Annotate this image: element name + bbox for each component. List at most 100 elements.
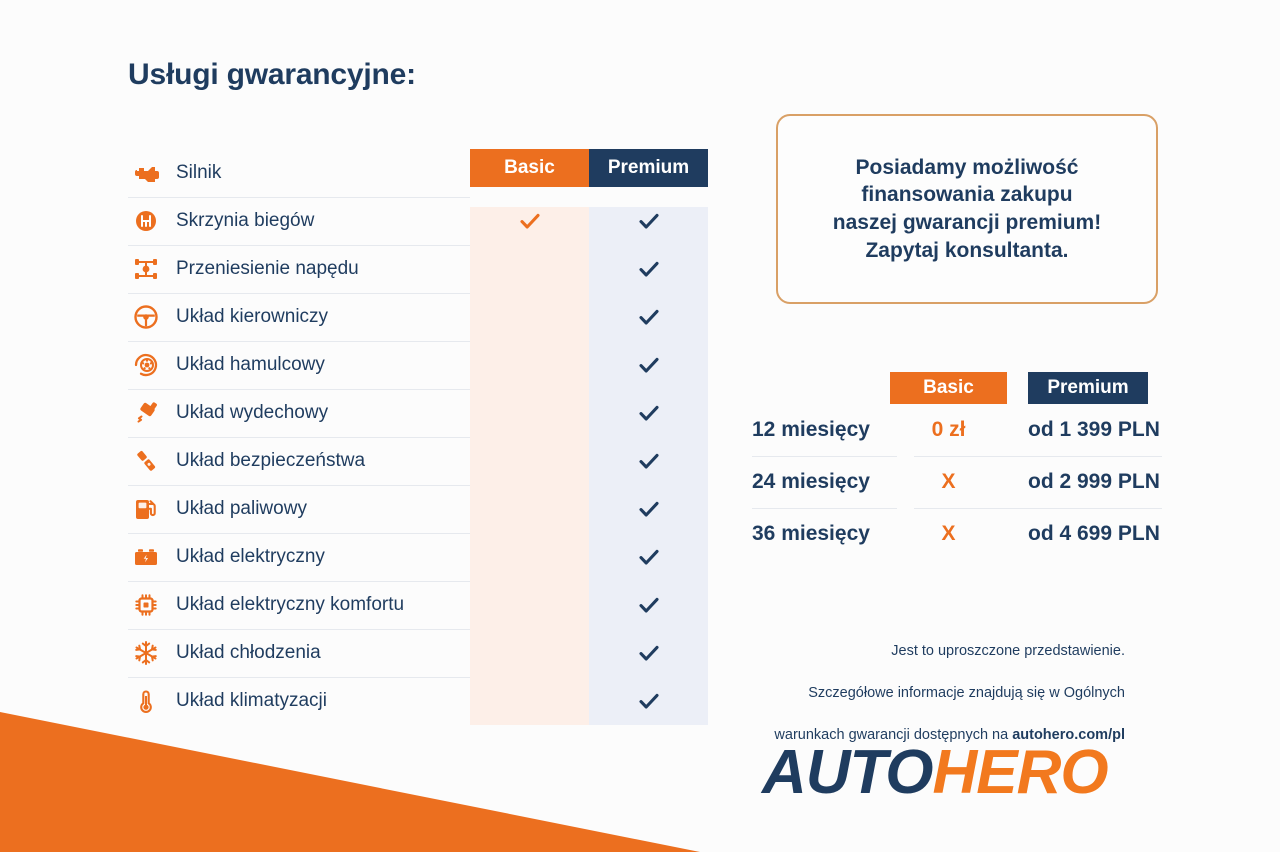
table-row: Układ elektryczny komfortu: [128, 581, 712, 629]
snowflake-icon: [130, 637, 162, 669]
pricing-premium-value: od 2 999 PLN: [1028, 470, 1160, 493]
check-icon: [638, 693, 659, 709]
premium-cell: [589, 581, 708, 629]
service-label: Układ kierowniczy: [176, 306, 329, 327]
basic-cell: [470, 629, 589, 677]
autohero-domain-link[interactable]: autohero.com/pl: [1012, 727, 1125, 744]
services-row-list: Silnik Skrzynia biegów Przeniesienie nap…: [128, 149, 712, 725]
pricing-basic-value: 0 zł: [931, 418, 966, 441]
premium-cell: [589, 389, 708, 437]
pricing-column-header-basic: Basic: [890, 372, 1007, 404]
pricing-term-label: 36 miesięcy: [752, 522, 870, 545]
check-icon: [638, 549, 659, 565]
service-label: Układ paliwowy: [176, 498, 307, 519]
pricing-term-label: 24 miesięcy: [752, 470, 870, 493]
premium-cell: [589, 533, 708, 581]
premium-cell: [589, 485, 708, 533]
pricing-column-header-premium: Premium: [1028, 372, 1148, 404]
pricing-premium-value: od 1 399 PLN: [1028, 418, 1160, 441]
table-row: Układ hamulcowy: [128, 341, 712, 389]
service-label: Przeniesienie napędu: [176, 258, 359, 279]
page-title: Usługi gwarancyjne:: [128, 58, 416, 91]
table-row: Układ wydechowy: [128, 389, 712, 437]
seatbelt-icon: [130, 445, 162, 477]
basic-cell: [470, 677, 589, 725]
basic-cell: [470, 437, 589, 485]
orange-wedge-decoration: [0, 712, 700, 852]
brake-disc-icon: [130, 349, 162, 381]
premium-cell: [589, 437, 708, 485]
premium-cell: [589, 677, 708, 725]
disclaimer-line-2: Szczegółowe informacje znajdują się w Og…: [808, 685, 1125, 702]
table-row: Układ klimatyzacji: [128, 677, 712, 725]
check-icon: [638, 645, 659, 661]
service-label: Układ hamulcowy: [176, 354, 325, 375]
basic-cell: [470, 197, 589, 245]
check-icon: [519, 213, 540, 229]
disclaimer-line-1: Jest to uproszczone przedstawienie.: [891, 643, 1125, 660]
pricing-table: Basic Premium 12 miesięcy 0 zł od 1 399 PL…: [752, 372, 1162, 560]
services-column-header-basic: Basic: [470, 149, 589, 187]
service-label: Układ klimatyzacji: [176, 690, 327, 711]
premium-cell: [589, 197, 708, 245]
basic-cell: [470, 581, 589, 629]
services-table: Basic Premium Silnik Skrzynia biegów Prz…: [128, 149, 712, 725]
check-icon: [638, 309, 659, 325]
check-icon: [638, 261, 659, 277]
financing-callout-text: Posiadamy możliwość finansowania zakupu …: [832, 155, 1102, 262]
service-label: Silnik: [176, 162, 222, 183]
pricing-header-row: Basic Premium: [752, 372, 1162, 404]
service-label: Układ elektryczny: [176, 546, 325, 567]
pricing-premium-value: od 4 699 PLN: [1028, 522, 1160, 545]
basic-column-band: [470, 207, 589, 725]
premium-cell: [589, 245, 708, 293]
check-icon: [638, 405, 659, 421]
basic-cell: [470, 389, 589, 437]
thermometer-icon: [130, 685, 162, 717]
service-label: Układ elektryczny komfortu: [176, 594, 405, 615]
check-icon: [638, 453, 659, 469]
table-row: Układ paliwowy: [128, 485, 712, 533]
pricing-row: 12 miesięcy 0 zł od 1 399 PLN: [752, 404, 1162, 456]
drivetrain-icon: [130, 253, 162, 285]
basic-cell: [470, 245, 589, 293]
logo-hero-text: HERO: [932, 738, 1109, 807]
financing-callout-box: Posiadamy możliwość finansowania zakupu …: [776, 114, 1158, 304]
service-label: Skrzynia biegów: [176, 210, 315, 231]
battery-icon: [130, 541, 162, 573]
basic-cell: [470, 485, 589, 533]
basic-cell: [470, 341, 589, 389]
table-row: Przeniesienie napędu: [128, 245, 712, 293]
premium-cell: [589, 629, 708, 677]
pricing-basic-value: X: [941, 470, 956, 493]
check-icon: [638, 597, 659, 613]
service-label: Układ chłodzenia: [176, 642, 321, 663]
fuel-pump-icon: [130, 493, 162, 525]
logo-auto-text: AUTO: [762, 738, 934, 807]
gearbox-icon: [130, 205, 162, 237]
table-row: Układ kierowniczy: [128, 293, 712, 341]
basic-cell: [470, 293, 589, 341]
pricing-basic-value: X: [941, 522, 956, 545]
service-label: Układ wydechowy: [176, 402, 329, 423]
service-label: Układ bezpieczeństwa: [176, 450, 366, 471]
basic-cell: [470, 533, 589, 581]
services-section: Usługi gwarancyjne: Basic Premium Silnik…: [128, 58, 712, 725]
table-row: Skrzynia biegów: [128, 197, 712, 245]
check-icon: [638, 357, 659, 373]
check-icon: [638, 213, 659, 229]
disclaimer-line-3-prefix: warunkach gwarancji dostępnych na: [774, 727, 1013, 744]
autohero-logo: AUTOHERO: [762, 742, 1109, 804]
engine-icon: [130, 157, 162, 189]
check-icon: [638, 501, 659, 517]
table-row: Układ chłodzenia: [128, 629, 712, 677]
services-column-header-premium: Premium: [589, 149, 708, 187]
premium-cell: [589, 341, 708, 389]
table-row: Układ elektryczny: [128, 533, 712, 581]
table-row: Układ bezpieczeństwa: [128, 437, 712, 485]
chip-icon: [130, 589, 162, 621]
